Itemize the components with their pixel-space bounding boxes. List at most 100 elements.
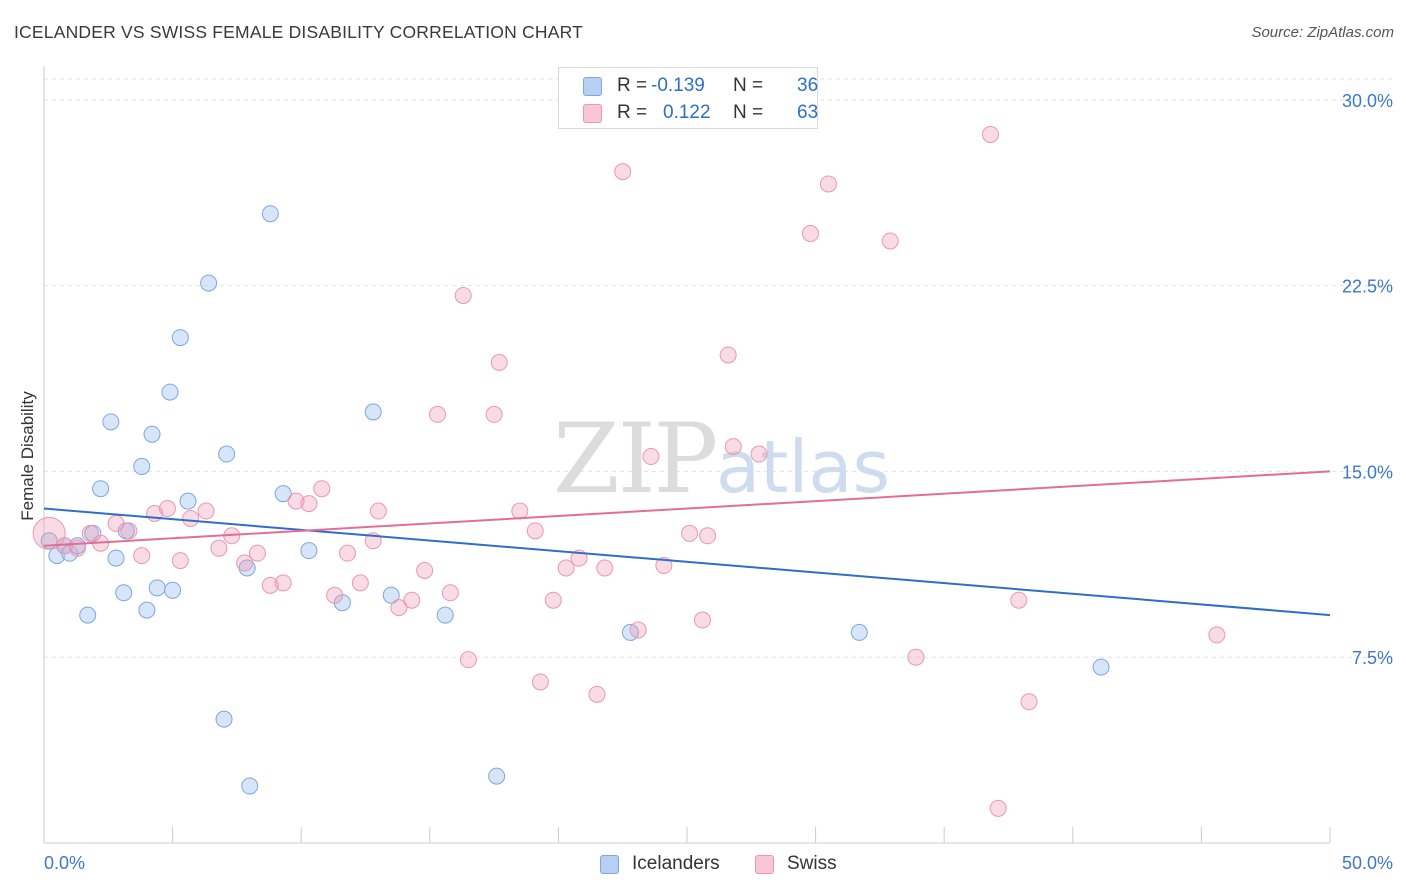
swiss-point [655, 557, 673, 575]
swiss-point [120, 522, 138, 540]
series-legend: Icelanders Swiss [0, 852, 1406, 878]
swiss-point [81, 524, 99, 542]
swiss-point [1208, 626, 1226, 644]
icelanders-point [179, 492, 197, 510]
swiss-point [326, 586, 344, 604]
swiss-point [313, 480, 331, 498]
icelanders-point [274, 485, 292, 503]
swiss-point [32, 516, 66, 550]
swiss-point [261, 576, 279, 594]
swiss-point [531, 673, 549, 691]
icelanders-point [92, 480, 110, 498]
legend-label-swiss: Swiss [787, 853, 837, 874]
icelanders-point [164, 581, 182, 599]
r-value-swiss: 0.122 [663, 102, 711, 123]
swiss-point [557, 559, 575, 577]
swiss-point [819, 175, 837, 193]
swiss-point [197, 502, 215, 520]
icelanders-point [436, 606, 454, 624]
watermark-zip: ZIP [553, 403, 716, 515]
swiss-point [416, 561, 434, 579]
icelanders-point [364, 403, 382, 421]
swiss-point [1020, 693, 1038, 711]
swiss-point [526, 522, 544, 540]
swiss-point [441, 584, 459, 602]
n-label: N = [733, 102, 764, 123]
swiss-point [429, 405, 447, 423]
tick-labels: 7.5% 15.0% 22.5% 30.0% 0.0% 50.0% [44, 91, 1393, 873]
swiss-point [989, 799, 1007, 817]
swiss-point [403, 591, 421, 609]
icelanders-point [488, 767, 506, 785]
icelanders-trend-line [43, 507, 1331, 617]
swiss-point [182, 509, 200, 527]
swiss-point [351, 574, 369, 592]
swiss-point [588, 685, 606, 703]
swiss-point [750, 445, 768, 463]
swiss-point [724, 438, 742, 456]
swiss-point [881, 232, 899, 250]
swiss-point [287, 492, 305, 510]
swiss-point [693, 611, 711, 629]
n-value-swiss: 63 [797, 102, 819, 123]
y-tick-label: 7.5% [1352, 648, 1393, 668]
icelanders-swatch [600, 855, 619, 874]
icelanders-point [261, 205, 279, 223]
icelanders-point [148, 579, 166, 597]
swiss-point [629, 621, 647, 639]
icelanders-point [115, 584, 133, 602]
swiss-point [454, 286, 472, 304]
y-axis-label: Female Disability [18, 391, 37, 521]
icelanders-point [382, 586, 400, 604]
swiss-point [1010, 591, 1028, 609]
x-tick-label: 0.0% [44, 853, 85, 873]
swiss-point [274, 574, 292, 592]
icelanders-point [133, 457, 151, 475]
swiss-point [236, 554, 254, 572]
swiss-point [614, 163, 632, 181]
swiss-points [32, 125, 1226, 817]
swiss-point [642, 448, 660, 466]
source-label: Source: ZipAtlas.com [1251, 24, 1394, 41]
swiss-point [981, 125, 999, 143]
swiss-point [681, 524, 699, 542]
icelanders-point [107, 549, 125, 567]
icelanders-point [161, 383, 179, 401]
icelanders-point [138, 601, 156, 619]
icelanders-point [102, 413, 120, 431]
trend-lines [43, 470, 1331, 617]
y-tick-label: 22.5% [1342, 277, 1393, 297]
swiss-point [158, 500, 176, 518]
swiss-point [300, 495, 318, 513]
icelanders-point [79, 606, 97, 624]
x-tick-label: 50.0% [1342, 853, 1393, 873]
icelanders-point [143, 425, 161, 443]
swiss-point [459, 651, 477, 669]
swiss-point [171, 552, 189, 570]
swiss-point [596, 559, 614, 577]
axes [43, 66, 1331, 844]
stats-legend: R = -0.139 N = 36 R = 0.122 N = 63 [558, 67, 818, 129]
swiss-point [490, 353, 508, 371]
swiss-point [369, 502, 387, 520]
swiss-trend-line [43, 470, 1331, 547]
n-value-icelanders: 36 [797, 75, 819, 96]
swiss-point [801, 225, 819, 243]
icelanders-point [218, 445, 236, 463]
watermark: ZIP atlas [553, 403, 890, 515]
icelanders-point [300, 542, 318, 560]
r-value-icelanders: -0.139 [651, 75, 705, 96]
swiss-point [390, 599, 408, 617]
icelanders-point [241, 777, 259, 795]
icelanders-point [171, 329, 189, 347]
r-label: R = [617, 102, 648, 123]
icelanders-point [215, 710, 233, 728]
swiss-swatch [755, 855, 774, 874]
legend-label-icelanders: Icelanders [632, 853, 720, 874]
n-label: N = [733, 75, 764, 96]
swiss-point [907, 648, 925, 666]
icelanders-point [238, 559, 256, 577]
swiss-point [699, 527, 717, 545]
r-label: R = [617, 75, 648, 96]
